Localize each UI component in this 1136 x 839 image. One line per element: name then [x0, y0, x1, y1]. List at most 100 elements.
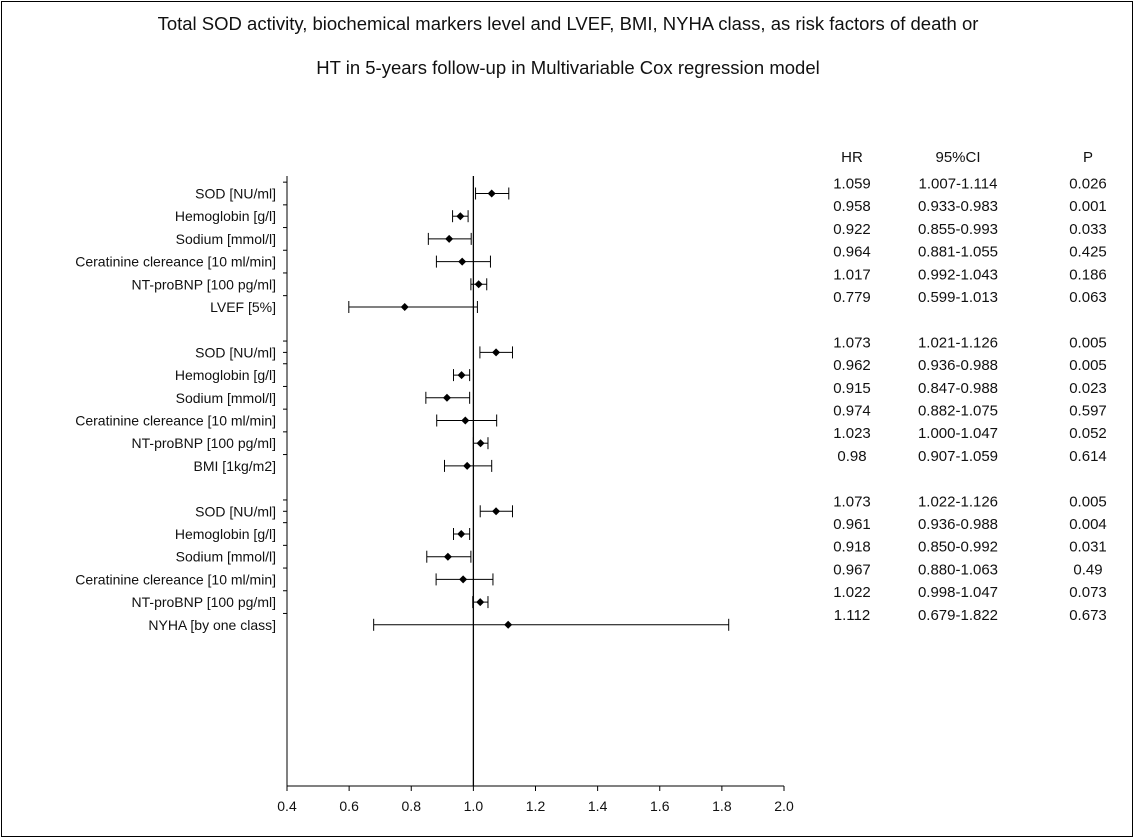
- ci-value: 1.000-1.047: [918, 425, 998, 442]
- row-label: Sodium [mmol/l]: [176, 549, 276, 565]
- x-tick-label: 0.6: [339, 798, 359, 814]
- hr-value: 1.059: [833, 176, 871, 193]
- ci-value: 0.599-1.013: [918, 289, 998, 306]
- row-label: NYHA [by one class]: [148, 617, 276, 633]
- row-label: SOD [NU/ml]: [195, 186, 276, 202]
- p-value: 0.033: [1069, 221, 1107, 238]
- hr-point: [456, 212, 465, 221]
- row-label: LVEF [5%]: [210, 299, 276, 315]
- hr-value: 1.112: [834, 607, 870, 624]
- p-value: 0.597: [1069, 403, 1107, 420]
- hr-point: [487, 189, 496, 198]
- hr-point: [458, 257, 467, 266]
- x-tick-label: 0.4: [277, 798, 297, 814]
- row-label: NT-proBNP [100 pg/ml]: [132, 594, 276, 610]
- hr-value: 0.98: [837, 448, 866, 465]
- hr-value: 1.017: [833, 266, 871, 283]
- p-value: 0.425: [1069, 244, 1107, 261]
- row-label: NT-proBNP [100 pg/ml]: [132, 435, 276, 451]
- hr-point: [443, 552, 452, 561]
- row-label: BMI [1kg/m2]: [194, 458, 276, 474]
- hr-value: 0.967: [833, 561, 871, 578]
- p-value: 0.063: [1069, 289, 1107, 306]
- p-value: 0.186: [1069, 266, 1107, 283]
- p-value: 0.005: [1069, 357, 1107, 374]
- hr-point: [445, 234, 454, 243]
- column-header-ci: 95%CI: [935, 149, 980, 166]
- p-value: 0.001: [1069, 198, 1107, 215]
- plot-axes: 0.4 0.6 0.8 1.0 1.2 1.4 1.6 1.8 2.0: [277, 176, 794, 814]
- column-header-hr: HR: [841, 149, 863, 166]
- row-label: SOD [NU/ml]: [195, 344, 276, 360]
- ci-value: 1.007-1.114: [919, 176, 998, 193]
- hr-value: 1.073: [833, 334, 871, 351]
- column-header-p: P: [1083, 149, 1093, 166]
- x-tick-label: 1.8: [712, 798, 732, 814]
- p-value: 0.023: [1069, 380, 1107, 397]
- hr-point: [476, 439, 485, 448]
- hr-value: 0.918: [833, 539, 871, 556]
- forest-rows: SOD [NU/ml] 1.059 1.007-1.114 0.026 Hemoglob…: [75, 176, 1107, 633]
- ci-value: 0.679-1.822: [918, 607, 998, 624]
- ci-value: 0.880-1.063: [918, 561, 998, 578]
- hr-point: [457, 371, 466, 380]
- p-value: 0.673: [1069, 607, 1107, 624]
- hr-value: 1.073: [833, 493, 871, 510]
- hr-point: [400, 303, 409, 311]
- row-label: Hemoglobin [g/l]: [175, 208, 276, 224]
- x-tick-label: 1.2: [526, 798, 546, 814]
- hr-value: 1.023: [833, 425, 871, 442]
- x-tick-label: 1.6: [650, 798, 670, 814]
- hr-point: [457, 530, 466, 538]
- row-label: Sodium [mmol/l]: [176, 231, 276, 247]
- chart-title-line-1: Total SOD activity, biochemical markers …: [157, 13, 979, 34]
- hr-point: [492, 348, 501, 357]
- hr-point: [492, 507, 501, 516]
- ci-value: 0.850-0.992: [918, 539, 998, 556]
- hr-value: 0.958: [833, 198, 871, 215]
- p-value: 0.005: [1069, 334, 1107, 351]
- row-label: Ceratinine clereance [10 ml/min]: [75, 254, 276, 270]
- row-label: Ceratinine clereance [10 ml/min]: [75, 571, 276, 587]
- ci-value: 0.933-0.983: [918, 198, 998, 215]
- hr-value: 0.964: [833, 244, 871, 261]
- p-value: 0.004: [1069, 516, 1107, 533]
- hr-point: [459, 575, 468, 584]
- row-label: Hemoglobin [g/l]: [175, 367, 276, 383]
- p-value: 0.49: [1073, 561, 1102, 578]
- hr-point: [461, 416, 470, 425]
- hr-point: [474, 280, 483, 289]
- hr-value: 0.974: [833, 403, 871, 420]
- hr-value: 0.962: [833, 357, 871, 374]
- hr-value: 0.779: [833, 289, 871, 306]
- x-tick-label: 2.0: [774, 798, 794, 814]
- p-value: 0.073: [1069, 584, 1107, 601]
- x-tick-label: 1.0: [464, 798, 484, 814]
- chart-title-line-2: HT in 5-years follow-up in Multivariable…: [316, 57, 820, 78]
- p-value: 0.005: [1069, 493, 1107, 510]
- p-value: 0.031: [1069, 539, 1107, 556]
- hr-value: 0.915: [833, 380, 871, 397]
- hr-value: 1.022: [833, 584, 871, 601]
- row-label: SOD [NU/ml]: [195, 503, 276, 519]
- x-tick-label: 0.8: [402, 798, 422, 814]
- ci-value: 0.881-1.055: [918, 244, 998, 261]
- row-label: Sodium [mmol/l]: [176, 390, 276, 406]
- hr-value: 0.922: [833, 221, 871, 238]
- hr-value: 0.961: [833, 516, 871, 533]
- ci-value: 0.847-0.988: [918, 380, 998, 397]
- ci-value: 0.992-1.043: [918, 266, 998, 283]
- p-value: 0.026: [1069, 176, 1107, 193]
- hr-point: [463, 461, 472, 470]
- row-label: Ceratinine clereance [10 ml/min]: [75, 413, 276, 429]
- ci-value: 0.907-1.059: [918, 448, 998, 465]
- hr-point: [476, 598, 485, 607]
- ci-value: 1.021-1.126: [918, 334, 998, 351]
- p-value: 0.052: [1069, 425, 1107, 442]
- x-tick-label: 1.4: [588, 798, 608, 814]
- ci-value: 0.936-0.988: [918, 357, 998, 374]
- p-value: 0.614: [1069, 448, 1107, 465]
- row-label: NT-proBNP [100 pg/ml]: [132, 276, 276, 292]
